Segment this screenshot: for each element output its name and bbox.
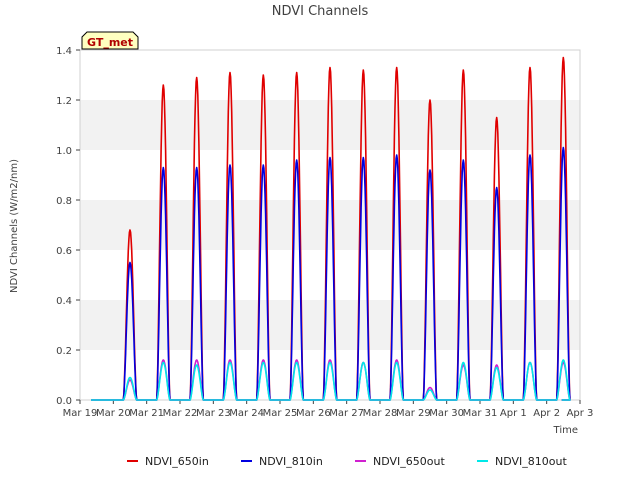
chart-title: NDVI Channels bbox=[272, 4, 369, 19]
badge-shape bbox=[81, 31, 139, 50]
legend-label: NDVI_650in bbox=[145, 455, 209, 468]
grid-band bbox=[80, 300, 580, 350]
y-tick-label: 0.6 bbox=[56, 246, 72, 257]
x-tick-label: Mar 27 bbox=[329, 408, 364, 419]
y-axis: 0.0 0.2 0.4 0.6 0.8 1.0 1.2 1.4 bbox=[56, 46, 80, 407]
grid-bands bbox=[80, 50, 580, 400]
legend: NDVI_650in NDVI_810in NDVI_650out NDVI_810o… bbox=[127, 455, 567, 468]
x-tick-label: Mar 24 bbox=[229, 408, 264, 419]
series-line-ndvi-810out bbox=[91, 359, 571, 401]
y-tick-label: 0.8 bbox=[56, 196, 72, 207]
y-tick-label: 0.2 bbox=[56, 346, 72, 357]
x-tick-label: Mar 28 bbox=[363, 408, 398, 419]
legend-label: NDVI_650out bbox=[373, 455, 445, 468]
x-tick-label: Mar 30 bbox=[429, 408, 464, 419]
series-lines bbox=[91, 56, 571, 401]
x-tick-label: Mar 29 bbox=[396, 408, 431, 419]
y-tick-label: 1.4 bbox=[56, 46, 72, 57]
x-tick-label: Mar 25 bbox=[263, 408, 298, 419]
x-axis-label: Time bbox=[553, 425, 578, 436]
grid-band bbox=[80, 250, 580, 300]
x-tick-label: Mar 23 bbox=[196, 408, 231, 419]
x-tick-label: Apr 1 bbox=[500, 408, 527, 419]
x-tick-label: Mar 20 bbox=[96, 408, 131, 419]
y-tick-label: 0.4 bbox=[56, 296, 72, 307]
y-tick-label: 1.2 bbox=[56, 96, 72, 107]
x-tick-label: Mar 19 bbox=[63, 408, 98, 419]
gt-met-badge: GT_met bbox=[81, 31, 139, 50]
plot-area bbox=[79, 49, 581, 401]
badge-label: GT_met bbox=[87, 36, 133, 49]
x-tick-label: Mar 26 bbox=[296, 408, 331, 419]
legend-label: NDVI_810in bbox=[259, 455, 323, 468]
y-axis-label: NDVI Channels (W/m2/nm) bbox=[9, 159, 20, 293]
grid-band bbox=[80, 200, 580, 250]
grid-band bbox=[80, 100, 580, 150]
grid-band bbox=[80, 350, 580, 400]
y-tick-label: 0.0 bbox=[56, 396, 72, 407]
x-tick-label: Mar 22 bbox=[163, 408, 198, 419]
x-tick-label: Apr 2 bbox=[533, 408, 560, 419]
x-tick-label: Mar 31 bbox=[463, 408, 498, 419]
legend-label: NDVI_810out bbox=[495, 455, 567, 468]
x-tick-label: Mar 21 bbox=[129, 408, 164, 419]
y-tick-label: 1.0 bbox=[56, 146, 72, 157]
x-tick-label: Apr 3 bbox=[567, 408, 594, 419]
